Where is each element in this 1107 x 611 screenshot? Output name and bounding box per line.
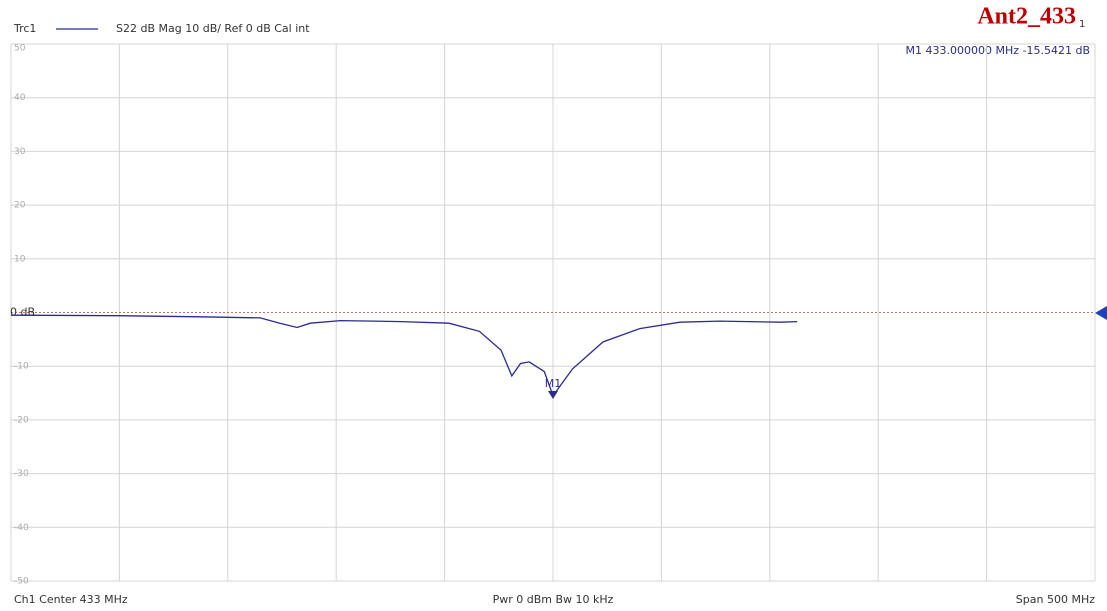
trace-line: [10, 314, 798, 398]
chart-title: Ant2_433: [977, 4, 1076, 30]
y-tick-label: 20: [14, 201, 26, 211]
y-tick-label: -50: [14, 577, 29, 587]
y-tick-label: -20: [14, 415, 29, 425]
footer-right: Span 500 MHz: [1016, 593, 1095, 606]
y-tick-label: -40: [14, 523, 29, 533]
y-tick-label: -30: [14, 469, 29, 479]
y-tick-label: 50: [14, 44, 26, 54]
trace-name: Trc1: [13, 22, 36, 35]
y-tick-label: 40: [14, 93, 26, 103]
marker-triangle: [548, 390, 558, 399]
title-suffix: 1: [1079, 19, 1085, 30]
y-tick-label: 0 dB: [10, 306, 35, 319]
y-tick-label: -10: [14, 362, 29, 372]
marker-readout: M1 433.000000 MHz -15.5421 dB: [906, 44, 1090, 57]
reference-arrow: [1095, 306, 1107, 320]
footer-center: Pwr 0 dBm Bw 10 kHz: [493, 593, 614, 606]
footer-left: Ch1 Center 433 MHz: [14, 593, 128, 606]
trace-info: S22 dB Mag 10 dB/ Ref 0 dB Cal int: [116, 22, 310, 35]
marker-label: M1: [545, 377, 562, 390]
y-tick-label: 10: [14, 254, 26, 264]
y-tick-label: 30: [14, 147, 26, 157]
